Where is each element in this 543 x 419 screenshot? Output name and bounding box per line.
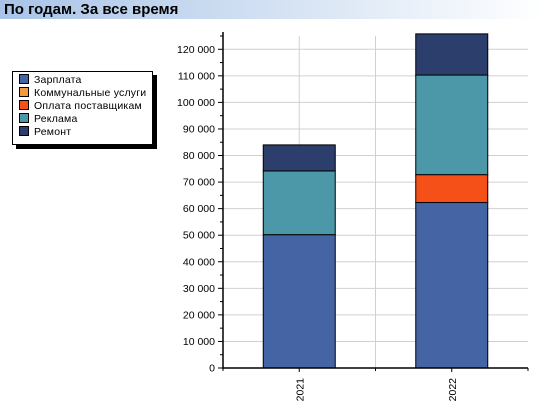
legend-label: Ремонт bbox=[34, 126, 72, 138]
y-tick-label: 0 bbox=[209, 363, 215, 375]
legend-swatch bbox=[19, 113, 29, 123]
y-tick-label: 90 000 bbox=[183, 123, 215, 135]
legend-swatch bbox=[19, 126, 29, 136]
legend-label: Реклама bbox=[34, 113, 78, 125]
legend-item: Зарплата bbox=[19, 74, 82, 87]
legend-item: Оплата поставщикам bbox=[19, 100, 142, 113]
y-tick-label: 120 000 bbox=[177, 44, 215, 56]
legend-label: Оплата поставщикам bbox=[34, 100, 142, 112]
page-title: По годам. За все время bbox=[4, 1, 179, 18]
bar-segment bbox=[415, 33, 489, 76]
y-tick-label: 60 000 bbox=[183, 203, 215, 215]
bar-segment bbox=[415, 202, 489, 369]
y-tick-label: 10 000 bbox=[183, 336, 215, 348]
y-tick-label: 110 000 bbox=[178, 70, 215, 82]
bar-segment bbox=[262, 144, 336, 172]
y-tick-label: 20 000 bbox=[183, 309, 215, 321]
y-tick-label: 30 000 bbox=[183, 283, 215, 295]
y-tick-label: 40 000 bbox=[183, 256, 215, 268]
legend-item: Ремонт bbox=[19, 126, 71, 139]
x-tick-label: 2022 bbox=[447, 378, 459, 402]
x-tick-label: 2021 bbox=[294, 378, 306, 402]
legend-swatch bbox=[19, 87, 29, 97]
header-bar: По годам. За все время bbox=[0, 0, 543, 19]
y-tick-label: 80 000 bbox=[183, 150, 215, 162]
y-tick-label: 100 000 bbox=[177, 97, 215, 109]
y-tick-label: 50 000 bbox=[183, 230, 215, 242]
bar-segment bbox=[415, 74, 489, 176]
y-tick-label: 70 000 bbox=[183, 177, 215, 189]
legend-swatch bbox=[19, 74, 29, 84]
legend-swatch bbox=[19, 100, 29, 110]
bar-segment bbox=[262, 170, 336, 236]
legend-label: Зарплата bbox=[34, 74, 82, 86]
bar-segment bbox=[262, 234, 336, 369]
bar-segment bbox=[415, 174, 489, 204]
legend-item: Реклама bbox=[19, 113, 78, 126]
legend-item: Коммунальные услуги bbox=[19, 87, 146, 100]
legend-label: Коммунальные услуги bbox=[34, 87, 147, 99]
chart-legend: Зарплата Коммунальные услуги Оплата пост… bbox=[12, 71, 153, 145]
